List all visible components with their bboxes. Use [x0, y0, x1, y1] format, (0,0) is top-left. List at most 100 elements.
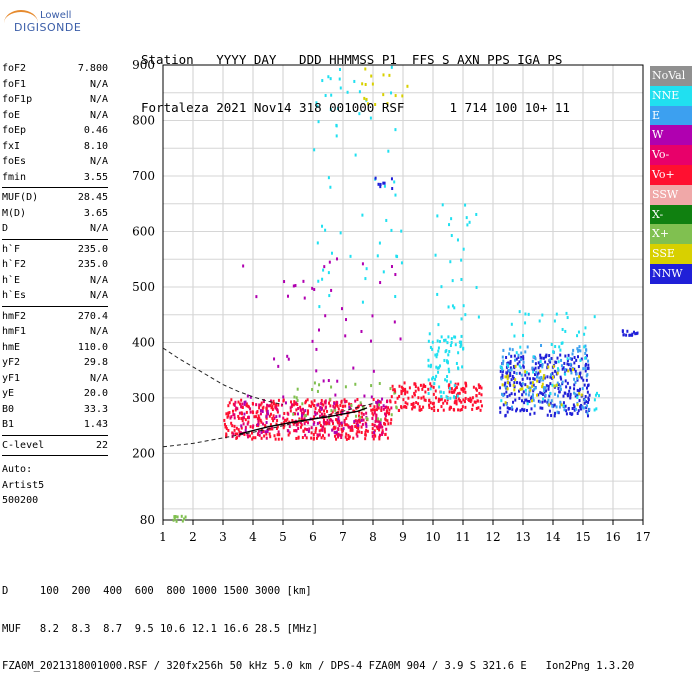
- echo-point: [520, 373, 523, 377]
- echo-point: [389, 387, 392, 391]
- echo-point: [581, 405, 584, 409]
- echo-point: [386, 419, 389, 423]
- echo-point: [364, 83, 367, 87]
- echo-point: [352, 436, 355, 440]
- echo-point: [524, 321, 527, 325]
- echo-point: [258, 416, 261, 420]
- echo-point: [277, 398, 280, 402]
- echo-point: [173, 517, 176, 521]
- echo-point: [225, 435, 228, 439]
- echo-point: [450, 406, 453, 410]
- echo-point: [587, 363, 590, 367]
- echo-point: [400, 392, 403, 396]
- echo-point: [534, 357, 537, 361]
- echo-point: [287, 357, 290, 361]
- echo-point: [501, 362, 504, 366]
- echo-point: [539, 353, 542, 357]
- echo-point: [275, 415, 278, 419]
- echo-point: [344, 404, 347, 408]
- echo-point: [251, 410, 254, 414]
- echo-point: [567, 363, 570, 367]
- echo-point: [427, 339, 430, 343]
- param-row-hf: h`F 235.0: [2, 242, 108, 258]
- echo-point: [461, 405, 464, 409]
- echo-point: [313, 421, 316, 425]
- echo-point: [360, 418, 363, 422]
- echo-point: [522, 360, 525, 364]
- y-tick-label: 500: [132, 280, 155, 294]
- echo-point: [534, 386, 537, 390]
- echo-point: [334, 393, 337, 397]
- echo-point: [379, 418, 382, 422]
- echo-point: [446, 401, 449, 405]
- echo-point: [514, 358, 517, 362]
- echo-point: [558, 390, 561, 394]
- digisonde-logo: Lowell DIGISONDE: [4, 10, 81, 40]
- echo-point: [273, 357, 276, 361]
- echo-point: [533, 387, 536, 391]
- param-name: fxI: [2, 140, 21, 152]
- echo-point: [339, 433, 342, 437]
- echo-point: [587, 400, 590, 404]
- echo-point: [286, 354, 289, 358]
- echo-point: [387, 422, 390, 426]
- echo-point: [223, 422, 226, 426]
- echo-point: [451, 391, 454, 395]
- param-row-fmin: fmin 3.55: [2, 170, 108, 186]
- param-name: yF1: [2, 372, 21, 384]
- echo-point: [569, 411, 572, 415]
- echo-point: [292, 284, 295, 288]
- echo-point: [295, 401, 298, 405]
- echo-point: [378, 381, 381, 385]
- echo-point: [245, 402, 248, 406]
- echo-point: [632, 330, 635, 334]
- param-value: N/A: [89, 372, 108, 384]
- echo-point: [353, 419, 356, 423]
- echo-point: [544, 355, 547, 359]
- echo-point: [573, 377, 576, 381]
- echo-point: [324, 94, 327, 98]
- echo-point: [538, 380, 541, 384]
- echo-point: [594, 393, 597, 397]
- echo-point: [379, 400, 382, 404]
- x-tick-label: 3: [219, 530, 227, 544]
- echo-point: [324, 406, 327, 410]
- echo-point: [433, 408, 436, 412]
- echo-point: [246, 435, 249, 439]
- echo-point: [577, 348, 580, 352]
- echo-point: [363, 394, 366, 398]
- echo-point: [306, 412, 309, 416]
- echo-point: [544, 386, 547, 390]
- echo-point: [276, 419, 279, 423]
- x-tick-label: 1: [159, 530, 167, 544]
- param-value: N/A: [89, 326, 108, 337]
- echo-point: [234, 400, 237, 404]
- x-tick-label: 9: [399, 530, 407, 544]
- echo-point: [229, 416, 232, 420]
- echo-point: [464, 405, 467, 409]
- echo-point: [506, 387, 509, 391]
- param-row-hme: hmE 110.0: [2, 340, 108, 356]
- echo-point: [314, 413, 317, 417]
- echo-point: [339, 421, 342, 425]
- echo-point: [499, 369, 502, 373]
- echo-point: [542, 356, 545, 360]
- echo-point: [505, 355, 508, 359]
- echo-point: [523, 401, 526, 405]
- echo-point: [432, 392, 435, 396]
- echo-point: [565, 311, 568, 315]
- param-separator: [2, 455, 108, 456]
- profile-dashed-high: [162, 347, 284, 406]
- echo-point: [237, 428, 240, 432]
- echo-point: [234, 432, 237, 436]
- echo-point: [307, 410, 310, 414]
- echo-point: [508, 407, 511, 411]
- echo-point: [422, 383, 425, 387]
- echo-point: [318, 421, 321, 425]
- echo-point: [626, 329, 629, 333]
- echo-point: [372, 398, 375, 402]
- param-row-fof2: foF2 7.800: [2, 61, 108, 77]
- echo-point: [394, 273, 397, 277]
- echo-point: [475, 406, 478, 410]
- echo-point: [365, 97, 368, 101]
